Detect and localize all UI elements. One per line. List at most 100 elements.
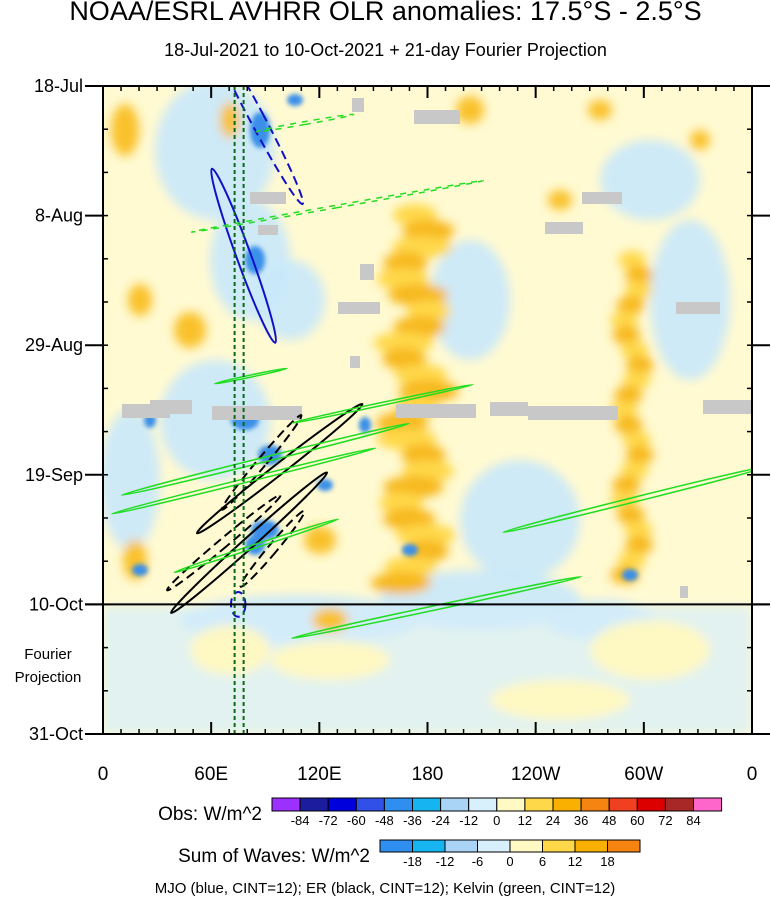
- yellow-region: [270, 640, 390, 680]
- missing-data-patch: [582, 192, 622, 204]
- colorbar-swatch: [271, 797, 301, 812]
- reference-longitude-lines: [233, 86, 245, 734]
- colorbar-swatch: [299, 797, 329, 812]
- colorbar-swatch: [608, 797, 638, 812]
- colorbar-swatch: [477, 839, 511, 853]
- orange-blob: [622, 371, 651, 389]
- colorbar-swatch: [574, 839, 608, 853]
- colorbar-tick-label: -24: [431, 813, 450, 828]
- colorbar-swatch: [580, 797, 610, 812]
- yellow-region: [190, 625, 270, 675]
- er-contour: [239, 509, 306, 588]
- colorbar-tick-label: -36: [403, 813, 422, 828]
- colorbar-swatch: [607, 839, 641, 853]
- mjo-contour: [208, 86, 305, 206]
- chart-title: NOAA/ESRL AVHRR OLR anomalies: 17.5°S - …: [69, 0, 702, 26]
- colorbar-swatch: [412, 797, 442, 812]
- x-tick-label: 120W: [511, 764, 561, 785]
- blue-region: [103, 410, 160, 550]
- missing-data-patch: [338, 302, 380, 314]
- missing-data-patch: [676, 302, 720, 314]
- orange-blob: [371, 572, 432, 594]
- orange-blob: [690, 130, 710, 150]
- x-tick-label: 180: [412, 764, 444, 785]
- orange-blob: [620, 461, 649, 479]
- missing-data-patch: [352, 98, 364, 112]
- axes: 18-Jul 8-Aug 29-Aug 19-Sep 10-Oct 31-Oct Fouri…: [15, 76, 770, 785]
- orange-blob: [373, 332, 434, 354]
- colorbars: -84 -72 -60 -48 -36 -24 -12 0 12 24 36 48 60 72 84Obs:…: [155, 797, 723, 897]
- convection-blob: [132, 564, 148, 576]
- missing-data-patch: [350, 356, 360, 368]
- orange-blob: [612, 326, 641, 344]
- colorbar-tick-label: 60: [630, 813, 644, 828]
- missing-data-patch: [212, 406, 302, 420]
- projection-label: Fourier: [24, 646, 72, 663]
- colorbar-swatch: [542, 839, 576, 853]
- colorbar-tick-label: -12: [459, 813, 478, 828]
- y-tick-label: 10-Oct: [29, 594, 83, 614]
- missing-data-patch: [396, 404, 476, 418]
- orange-blob: [610, 311, 639, 329]
- missing-data-patch: [528, 406, 618, 420]
- yellow-region: [490, 680, 630, 720]
- orange-blob: [625, 446, 654, 464]
- colorbar-tick-label: 0: [493, 813, 500, 828]
- kelvin-contour: [173, 518, 340, 574]
- colorbar-tick-label: -18: [403, 854, 422, 869]
- missing-data-patch: [150, 400, 192, 414]
- colorbar-swatch: [524, 797, 554, 812]
- missing-data-patch: [680, 586, 688, 598]
- yellow-region: [590, 620, 710, 680]
- kelvin-contour: [502, 465, 752, 534]
- colorbar-tick-label: -48: [375, 813, 394, 828]
- orange-blob: [456, 96, 484, 124]
- colorbar-tick-label: 84: [686, 813, 700, 828]
- orange-blob: [617, 551, 646, 569]
- kelvin-contour: [120, 422, 410, 497]
- colorbar-tick-label: 48: [602, 813, 616, 828]
- y-tick-label: 18-Jul: [34, 76, 83, 96]
- orange-blob: [383, 252, 428, 274]
- kelvin-contour: [213, 367, 288, 385]
- colorbar-swatch: [664, 797, 695, 812]
- y-tick-label: 8-Aug: [35, 206, 83, 226]
- orange-blob: [625, 266, 654, 284]
- orange-blob: [588, 100, 612, 120]
- blue-region: [600, 140, 700, 220]
- colorbar-tick-label: -84: [291, 813, 310, 828]
- orange-blob: [614, 386, 643, 404]
- convection-blob: [622, 569, 638, 581]
- colorbar-swatch: [327, 797, 357, 812]
- x-tick-label: 60E: [194, 764, 228, 785]
- colorbar-tick-label: 0: [506, 854, 513, 869]
- colorbar-tick-label: 12: [568, 854, 582, 869]
- orange-blob: [614, 416, 643, 434]
- waves-colorbar: -18 -12 -6 0 6 12 18 Sum of Waves: W/m^2: [178, 839, 641, 869]
- y-tick-label: 19-Sep: [25, 465, 83, 485]
- colorbar-swatch: [379, 839, 413, 853]
- blue-region: [155, 86, 275, 220]
- colorbar-label: Obs: W/m^2: [158, 804, 262, 825]
- x-tick-label: 60W: [624, 764, 663, 785]
- convection-blob: [287, 94, 303, 106]
- colorbar-tick-label: 24: [546, 813, 560, 828]
- orange-blob: [616, 296, 645, 314]
- orange-blob: [304, 526, 336, 554]
- orange-blob: [620, 341, 649, 359]
- colorbar-swatch: [509, 839, 543, 853]
- colorbar-tick-label: -6: [472, 854, 484, 869]
- blue-region: [460, 460, 580, 580]
- orange-blob: [395, 524, 456, 546]
- blue-region: [430, 240, 510, 360]
- colorbar-tick-label: -72: [319, 813, 338, 828]
- orange-blob: [548, 190, 572, 210]
- missing-data-patch: [250, 192, 286, 204]
- colorbar-tick-label: -60: [347, 813, 366, 828]
- orange-blob: [625, 536, 654, 554]
- kelvin-contour: [190, 179, 484, 233]
- colorbar-swatch: [444, 839, 478, 853]
- orange-blob: [624, 521, 653, 539]
- missing-data-patch: [414, 110, 460, 124]
- kelvin-contour: [255, 113, 355, 133]
